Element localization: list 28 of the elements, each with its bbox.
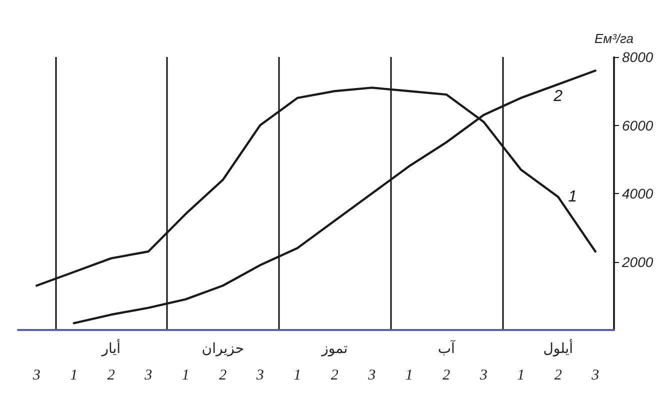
x-tick-label: 3 [590, 368, 600, 384]
x-tick-label: 1 [405, 368, 413, 384]
x-tick-label: 2 [442, 368, 451, 384]
series-label: 1 [568, 188, 578, 206]
text: تموز [320, 341, 348, 357]
x-tick-label: 3 [478, 368, 488, 384]
y-tick-label: 8000 [622, 49, 654, 65]
x-tick-label: 2 [554, 368, 562, 384]
text: أيار [100, 339, 121, 357]
y-tick-label: 6000 [622, 117, 654, 134]
text: حزيران [202, 341, 244, 357]
x-tick-label: 2 [107, 368, 116, 384]
x-tick-label: 2 [219, 368, 228, 384]
x-tick-label: 1 [182, 368, 190, 384]
x-tick-label: 3 [32, 368, 40, 384]
series-label: 2 [552, 88, 563, 105]
y-tick-label: 2000 [621, 254, 654, 270]
x-tick-label: 3 [144, 368, 152, 384]
x-tick-label: 2 [330, 368, 339, 384]
y-axis-title: Eм³/га [594, 31, 634, 46]
text: أيلول [543, 339, 574, 357]
x-tick-label: 1 [70, 368, 78, 384]
y-tick-label: 4000 [622, 186, 654, 202]
x-tick-label: 1 [294, 368, 302, 384]
x-tick-label: 3 [255, 368, 264, 384]
x-tick-label: 3 [367, 368, 376, 384]
x-tick-label: 1 [517, 368, 525, 384]
text: آب [438, 339, 456, 357]
